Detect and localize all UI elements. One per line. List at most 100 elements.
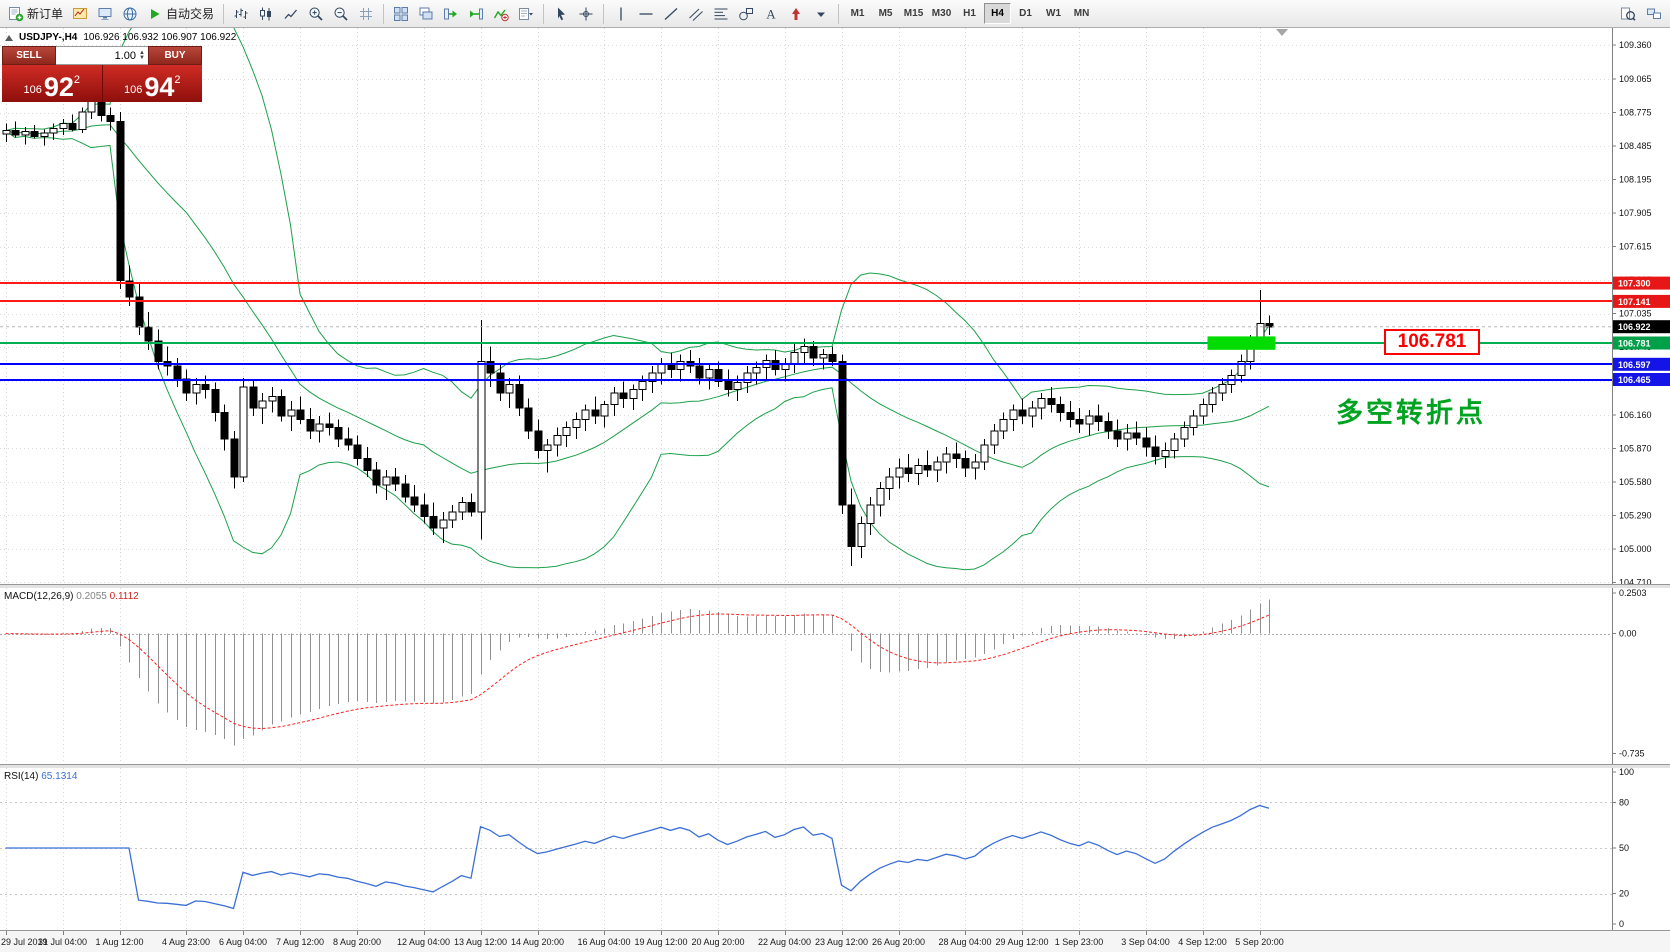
turning-point-text[interactable]: 多空转折点	[1336, 398, 1486, 428]
textA-icon: A	[766, 6, 776, 21]
fibonacci-tool-button[interactable]	[709, 2, 733, 26]
panel-splitter[interactable]	[0, 764, 1670, 768]
axis-tick-label: 105.870	[1619, 443, 1652, 453]
bar-chart-button[interactable]	[229, 2, 253, 26]
auto-trading-button[interactable]: 自动交易	[143, 2, 218, 26]
price-chart-canvas[interactable]: 109.360 109.065 108.775 108.485 108.195 107.9…	[0, 28, 1670, 584]
grid-icon	[360, 7, 373, 20]
macd-panel[interactable]: 0.2503 0.00 -0.735 MACD(12,26,9) 0.2055 0.…	[0, 588, 1670, 764]
channel-tool-button[interactable]	[684, 2, 708, 26]
zoom-out-button[interactable]	[329, 2, 353, 26]
globe-icon	[123, 7, 137, 20]
axis-tick-label: 107.035	[1619, 309, 1652, 319]
crosshair-tool-button[interactable]	[574, 2, 598, 26]
lot-size-input[interactable]: 1.00	[56, 46, 148, 65]
candlestick-chart-button[interactable]	[254, 2, 278, 26]
macd-canvas[interactable]: 0.2503 0.00 -0.735	[0, 588, 1670, 764]
chart-shift-marker[interactable]	[1276, 29, 1288, 36]
chart-window-button[interactable]	[68, 2, 92, 26]
toolbar-separator	[838, 3, 840, 24]
sell-price-tile[interactable]: 106 92 2	[2, 65, 103, 102]
objects-dropdown-button[interactable]	[809, 2, 833, 26]
time-label: 26 Aug 20:00	[871, 937, 926, 947]
tline-icon	[664, 7, 678, 20]
market-watch-button[interactable]	[118, 2, 142, 26]
shift-arrow-icon	[470, 8, 484, 19]
timeframe-w1[interactable]: W1	[1046, 8, 1062, 19]
toolbar-separator	[543, 3, 545, 24]
cascade-windows-button[interactable]	[414, 2, 438, 26]
channel-icon	[689, 8, 703, 21]
horizontal-line-tool-button[interactable]	[634, 2, 658, 26]
timeframe-m15[interactable]: M15	[903, 8, 924, 19]
rsi-panel[interactable]: 100 80 50 20 0 RSI(14) 65.1314	[0, 768, 1670, 930]
axis-tick-label: 108.485	[1619, 141, 1652, 151]
timeframe-m1[interactable]: M1	[850, 8, 865, 19]
indicators-button[interactable]	[489, 2, 513, 26]
time-label: 1 Sep 23:00	[1054, 937, 1104, 947]
new-order-button-label: 新订单	[27, 7, 64, 21]
chart-shift-button[interactable]	[464, 2, 488, 26]
shapes-tool-button[interactable]	[734, 2, 758, 26]
time-label: 20 Aug 20:00	[691, 937, 745, 947]
axis-tick-label: 80	[1619, 797, 1629, 807]
text-tool-button[interactable]: A	[759, 2, 783, 26]
lot-spinner[interactable]	[139, 51, 145, 61]
bollinger-bands	[5, 28, 1270, 571]
trendline-tool-button[interactable]	[659, 2, 683, 26]
time-tick	[63, 931, 64, 935]
highlight-rectangle[interactable]	[1207, 336, 1276, 350]
svg-text:106.781: 106.781	[1618, 339, 1651, 349]
vertical-line-tool-button[interactable]	[609, 2, 633, 26]
macd-main-value: 0.2055	[76, 591, 107, 602]
rsi-value: 65.1314	[41, 771, 78, 782]
buy-button[interactable]: BUY	[148, 46, 202, 65]
collapse-panel-icon[interactable]	[5, 34, 13, 41]
grid-toggle-button[interactable]	[354, 2, 378, 26]
timeframe-m30[interactable]: M30	[931, 8, 952, 19]
sell-button[interactable]: SELL	[2, 46, 56, 65]
window-layout-button[interactable]	[1642, 2, 1666, 26]
list-caret-icon	[519, 7, 534, 20]
zoom-in-button[interactable]	[304, 2, 328, 26]
time-tick	[1022, 931, 1023, 935]
ask-price-pips: 94	[144, 72, 175, 102]
axis-tick-label: 50	[1619, 843, 1629, 853]
play-icon	[151, 8, 160, 19]
new-order-button[interactable]: 新订单	[4, 2, 67, 26]
axis-price-label: 106.597	[1613, 357, 1670, 371]
lot-decrease-icon[interactable]	[139, 56, 145, 61]
tile-windows-button[interactable]	[389, 2, 413, 26]
arrow-tool-button[interactable]	[784, 2, 808, 26]
buy-price-tile[interactable]: 106 94 2	[102, 65, 202, 102]
bid-price-pips: 92	[43, 72, 74, 102]
profiles-button[interactable]	[93, 2, 117, 26]
time-tick	[899, 931, 900, 935]
auto-scroll-button[interactable]	[439, 2, 463, 26]
main-chart-panel[interactable]: 109.360 109.065 108.775 108.485 108.195 107.9…	[0, 28, 1670, 584]
rsi-line	[5, 804, 1270, 910]
timeframe-h1[interactable]: H1	[963, 8, 976, 19]
cursor-tool-button[interactable]	[549, 2, 573, 26]
time-label: 28 Aug 04:00	[938, 937, 992, 947]
line-chart-button[interactable]	[279, 2, 303, 26]
indicator-list-button[interactable]	[514, 2, 538, 26]
time-tick	[1203, 931, 1204, 935]
timeframe-h4[interactable]: H4	[984, 3, 1012, 24]
crosshair-icon	[579, 7, 593, 20]
axis-tick-label: -0.735	[1619, 748, 1645, 758]
axis-tick-label: 105.580	[1619, 477, 1652, 487]
price-level-callout[interactable]: 106.781	[1384, 329, 1480, 355]
timeframe-m5[interactable]: M5	[878, 8, 893, 19]
time-tick	[538, 931, 539, 935]
rsi-canvas[interactable]: 100 80 50 20 0	[0, 768, 1670, 930]
axis-price-label: 106.465	[1613, 373, 1670, 386]
timeframe-mn[interactable]: MN	[1073, 8, 1090, 19]
time-axis[interactable]: 29 Jul 2019 31 Jul 04:00 1 Aug 12:00 4 Aug …	[0, 930, 1670, 952]
panel-splitter[interactable]	[0, 584, 1670, 588]
bars-icon	[234, 8, 248, 19]
horizontal-level-lines[interactable]	[0, 282, 1612, 381]
timeframe-d1[interactable]: D1	[1019, 8, 1032, 19]
symbol-search-button[interactable]	[1616, 2, 1640, 26]
